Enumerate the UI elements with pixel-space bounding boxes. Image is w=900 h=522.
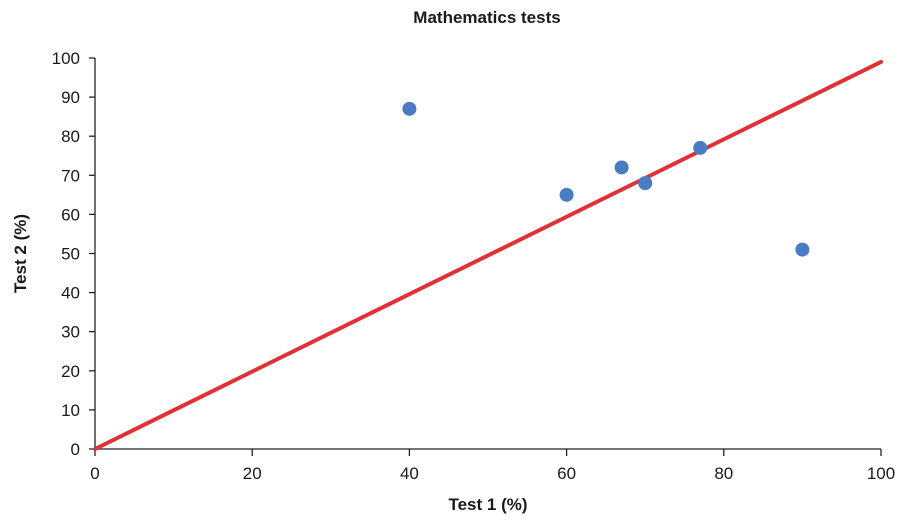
x-tick-label: 0 bbox=[90, 464, 99, 483]
y-tick-label: 50 bbox=[61, 245, 80, 264]
y-tick-label: 60 bbox=[61, 205, 80, 224]
scatter-point bbox=[693, 140, 708, 155]
y-tick-label: 70 bbox=[61, 166, 80, 185]
x-tick-label: 40 bbox=[400, 464, 419, 483]
y-tick-label: 20 bbox=[61, 362, 80, 381]
x-tick-label: 100 bbox=[867, 464, 895, 483]
y-ticks: 0 10 20 30 40 50 60 70 80 90 100 bbox=[52, 49, 95, 459]
scatter-point bbox=[402, 101, 417, 116]
x-tick-label: 20 bbox=[243, 464, 262, 483]
y-tick-label: 90 bbox=[61, 88, 80, 107]
y-tick-label: 80 bbox=[61, 127, 80, 146]
scatter-point bbox=[614, 160, 629, 175]
x-tick-label: 80 bbox=[714, 464, 733, 483]
scatter-point bbox=[638, 176, 653, 191]
y-axis-title: Test 2 (%) bbox=[11, 214, 30, 293]
y-tick-label: 100 bbox=[52, 49, 80, 68]
y-tick-label: 40 bbox=[61, 284, 80, 303]
y-tick-label: 10 bbox=[61, 401, 80, 420]
scatter-point bbox=[795, 242, 810, 257]
x-tick-label: 60 bbox=[557, 464, 576, 483]
y-tick-label: 0 bbox=[71, 440, 80, 459]
y-axis: 0 10 20 30 40 50 60 70 80 90 100 bbox=[52, 49, 96, 459]
x-axis-title: Test 1 (%) bbox=[448, 495, 527, 514]
reference-line-layer bbox=[93, 59, 883, 451]
scatter-point bbox=[559, 187, 574, 202]
chart-title: Mathematics tests bbox=[413, 8, 560, 27]
y-tick-label: 30 bbox=[61, 323, 80, 342]
scatter-points-layer bbox=[402, 101, 810, 257]
reference-line bbox=[93, 59, 883, 451]
x-axis: 0 20 40 60 80 100 bbox=[90, 448, 895, 483]
x-ticks: 0 20 40 60 80 100 bbox=[90, 449, 895, 483]
